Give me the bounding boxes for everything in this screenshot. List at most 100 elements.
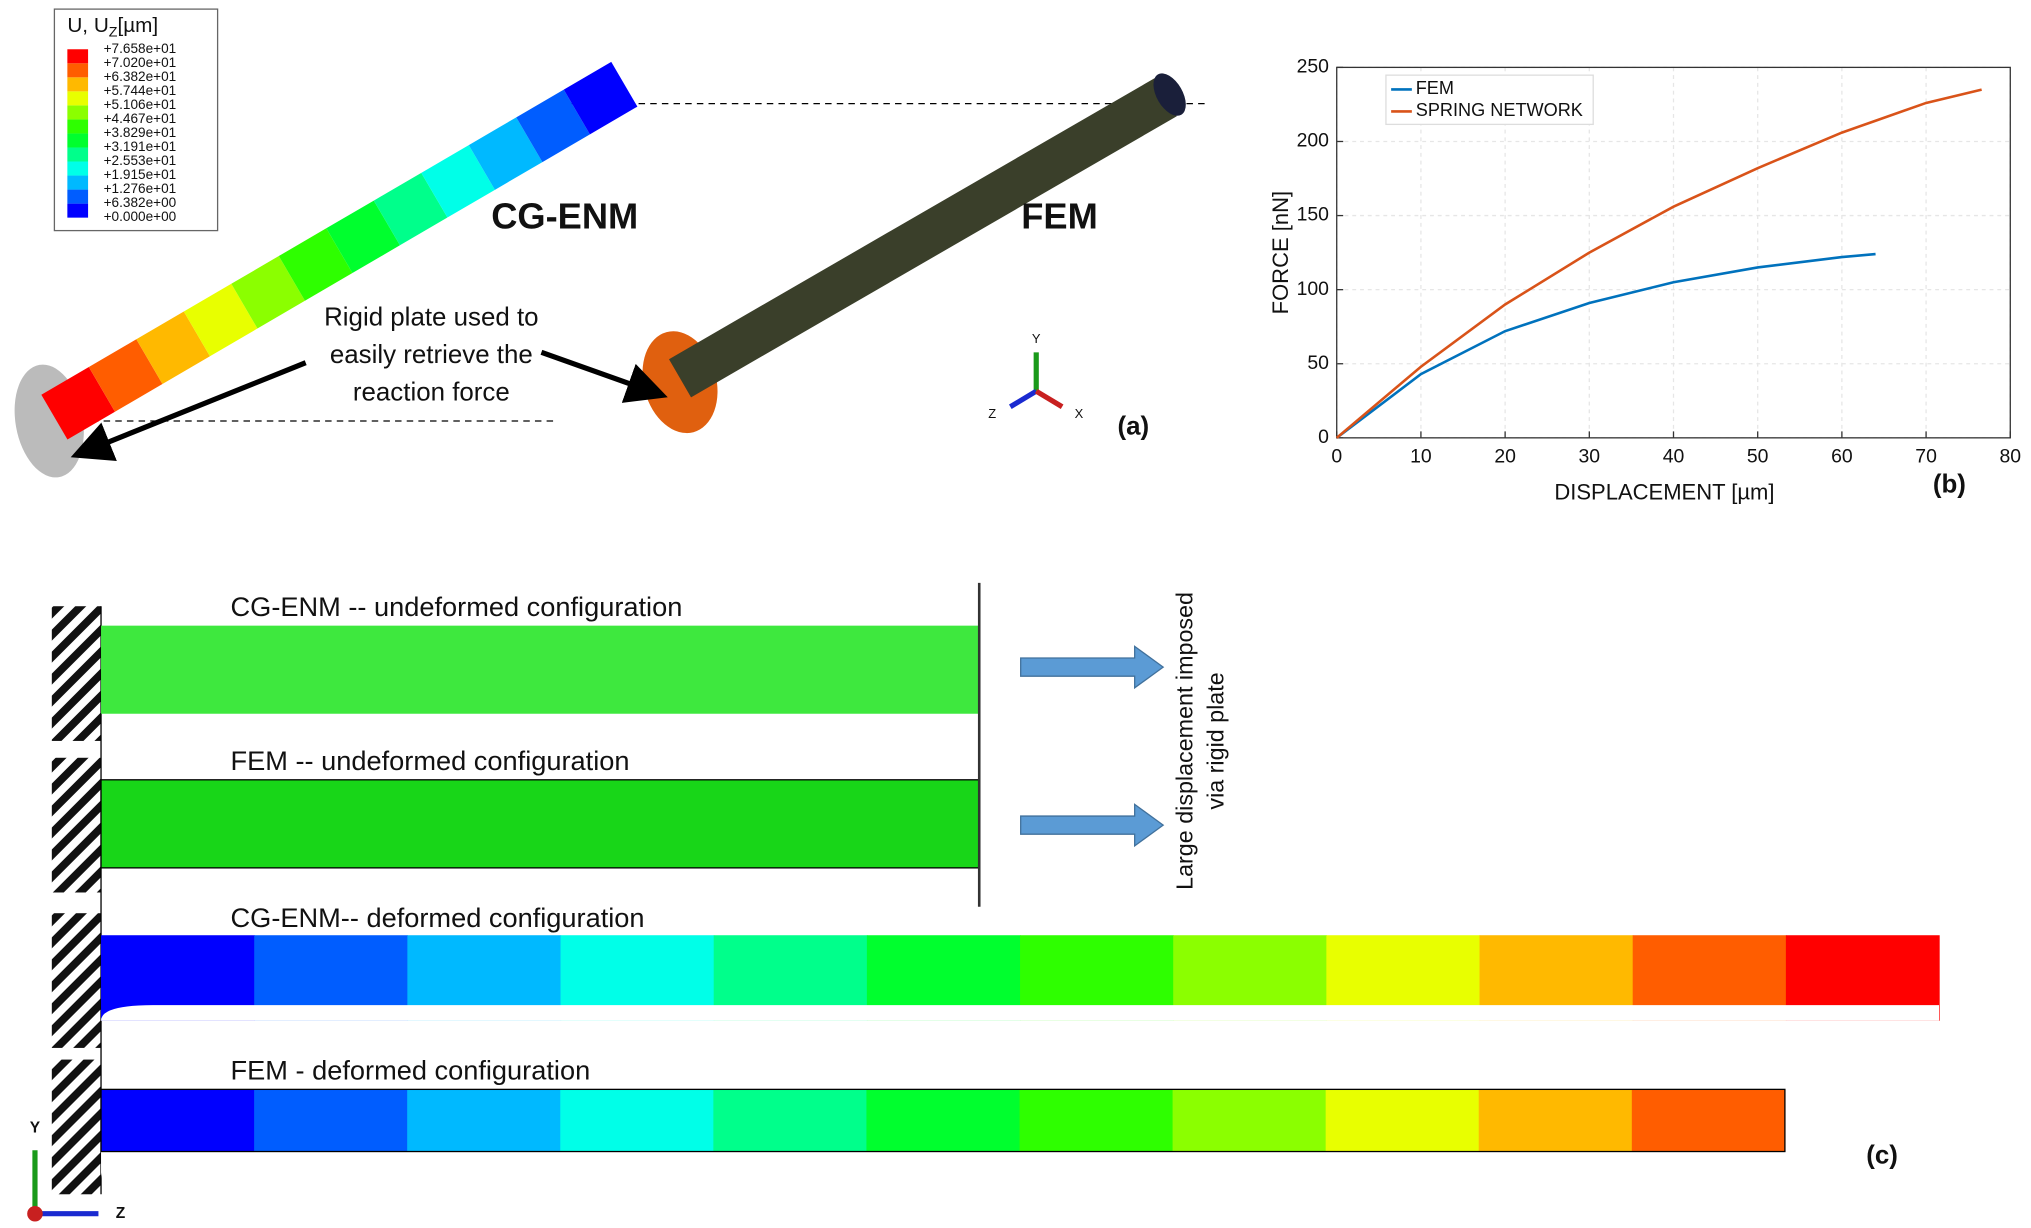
legend-swatch <box>67 175 89 190</box>
band <box>1019 1089 1174 1152</box>
rod-segment <box>373 172 448 246</box>
axis-label: Z <box>988 406 996 421</box>
row-title: CG-ENM -- undeformed configuration <box>231 591 683 622</box>
x-tick-label: 40 <box>1663 445 1685 467</box>
band <box>254 1089 408 1152</box>
legend-value: +0.000e+00 <box>104 209 177 224</box>
x-tick-label: 20 <box>1494 445 1516 467</box>
y-axis-label: FORCE [nN] <box>1268 191 1293 314</box>
legend-swatch <box>67 63 89 78</box>
y-tick-label: 0 <box>1318 426 1329 448</box>
bar-fem-undeformed <box>100 779 980 869</box>
wall <box>51 606 102 741</box>
block-arrow <box>1020 645 1165 690</box>
legend-value: +1.276e+01 <box>104 181 177 196</box>
cg-enm-rod <box>41 61 638 440</box>
arrow-text: via rigid plate <box>1203 672 1229 809</box>
legend-swatch <box>67 91 89 106</box>
panel-label: (c) <box>1866 1142 1898 1170</box>
rod-segment <box>88 339 163 412</box>
rod-segment <box>41 367 115 440</box>
line <box>1335 88 1982 439</box>
band <box>1631 1089 1786 1152</box>
band <box>1325 1089 1480 1152</box>
annotation: reaction force <box>353 379 510 407</box>
row-title: FEM - deformed configuration <box>231 1055 591 1086</box>
legend-swatch <box>67 203 89 218</box>
rod-segment <box>516 89 590 163</box>
x-tick-label: 30 <box>1579 445 1601 467</box>
legend-swatch <box>67 189 89 204</box>
band <box>560 1089 714 1152</box>
legend-value: +6.382e+00 <box>104 195 177 210</box>
arrow <box>540 349 668 403</box>
band <box>1478 1089 1633 1152</box>
fem-rod-end <box>1153 73 1186 116</box>
x-tick-label: 0 <box>1331 445 1342 467</box>
legend-label: FEM <box>1416 78 1454 98</box>
legend-value: +2.553e+01 <box>104 153 177 168</box>
row-title: CG-ENM-- deformed configuration <box>231 902 645 933</box>
axis-triad: Y Z <box>27 1119 126 1222</box>
row-title: FEM -- undeformed configuration <box>231 745 630 776</box>
band <box>713 1089 868 1152</box>
y-tick-label: 150 <box>1297 204 1330 226</box>
rod-segment <box>183 283 258 357</box>
x-tick-label: 80 <box>1999 445 2021 467</box>
wall <box>51 757 102 893</box>
arrow-text: Large displacement imposed <box>1172 592 1198 890</box>
legend-value: +4.467e+01 <box>104 111 177 126</box>
block-arrow <box>1020 803 1165 848</box>
band <box>866 1089 1021 1152</box>
legend-swatch <box>67 161 89 176</box>
legend-swatch <box>67 49 89 64</box>
legend-value: +3.829e+01 <box>104 125 177 140</box>
outline <box>100 1088 1786 1153</box>
legend-value: +1.915e+01 <box>104 167 177 182</box>
legend-title-sub: Z <box>109 24 118 40</box>
bulge <box>101 1005 1940 1021</box>
plot-frame <box>1336 66 2011 439</box>
rod-segment <box>278 228 353 301</box>
x-tick-label: 60 <box>1831 445 1853 467</box>
deformed-bars <box>100 935 1940 1179</box>
y-tick-label: 250 <box>1297 56 1330 78</box>
legend-swatch <box>67 147 89 162</box>
rod-segment <box>326 200 400 274</box>
legend-value: +6.382e+01 <box>104 69 177 84</box>
rod-segment <box>468 117 543 190</box>
rod-segment <box>421 145 495 218</box>
panel-label: (b) <box>1933 471 1966 499</box>
band <box>407 1089 561 1152</box>
arrow <box>70 360 307 462</box>
y-tick-label: 100 <box>1297 278 1330 300</box>
band <box>101 1089 255 1152</box>
legend-title-unit: [µm] <box>117 15 158 38</box>
axis-label: Z <box>116 1205 126 1222</box>
axis-label: X <box>1075 406 1084 421</box>
rod-segment <box>563 61 638 135</box>
legend-label: SPRING NETWORK <box>1416 100 1583 120</box>
wall <box>51 1059 102 1195</box>
legend-value: +5.744e+01 <box>104 83 177 98</box>
legend-value: +5.106e+01 <box>104 97 177 112</box>
bar-cg-undeformed <box>101 625 980 714</box>
legend-title-main: U, U <box>67 15 108 38</box>
legend-box <box>1385 74 1594 126</box>
axis-label: Y <box>1032 331 1041 346</box>
y-tick-label: 200 <box>1297 130 1330 152</box>
x-tick-label: 50 <box>1747 445 1769 467</box>
legend-value: +3.191e+01 <box>104 139 177 154</box>
bulge <box>101 1151 1785 1179</box>
x-tick-label: 70 <box>1915 445 1937 467</box>
fem-rod <box>668 78 1177 398</box>
label: FEM <box>1021 196 1098 237</box>
legend-swatch <box>67 133 89 148</box>
y-tick-label: 50 <box>1307 352 1329 374</box>
annotation: Rigid plate used to <box>324 304 538 332</box>
line <box>1335 252 1876 439</box>
wall <box>51 913 102 1048</box>
axis-triad: Y Z X <box>988 331 1083 421</box>
